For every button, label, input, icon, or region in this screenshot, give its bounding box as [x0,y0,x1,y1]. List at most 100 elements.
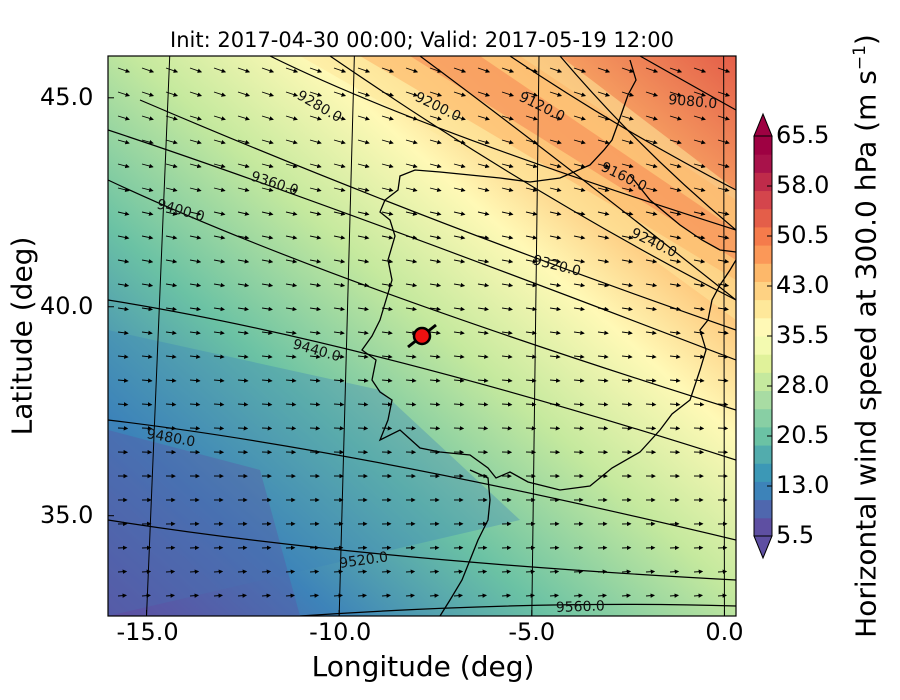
wind-vector [165,593,176,598]
wind-vector [453,593,464,598]
wind-vector [621,187,634,192]
wind-vector [501,259,514,264]
wind-vector [333,235,346,240]
wind-vector [645,259,658,264]
wind-vector [573,354,585,359]
wind-vector [333,259,346,264]
wind-vector [165,282,178,288]
wind-vector [261,354,273,359]
wind-vector [429,402,441,407]
wind-vector [645,235,658,240]
wind-vector [717,569,728,574]
wind-vector [117,91,130,97]
wind-vector [501,187,514,192]
wind-vector [285,306,297,312]
wind-vector [189,91,202,97]
wind-vector [597,330,609,336]
wind-vector [189,306,201,312]
wind-vector [261,378,273,383]
wind-vector [333,593,344,598]
wind-vector [285,235,298,240]
wind-vector [117,402,129,407]
wind-vector [645,91,658,97]
wind-vector [549,354,561,359]
wind-vector [381,235,394,240]
wind-vector [477,306,489,312]
wind-vector [501,402,513,407]
x-tick-label: -10.0 [309,618,372,646]
height-contour [108,129,736,361]
wind-vector [573,91,586,97]
height-contour [299,603,736,616]
height-contour [639,56,736,111]
wind-vector [645,378,657,383]
wind-vector [693,306,705,312]
wind-vector [213,67,227,73]
wind-vector [621,306,633,312]
colorbar-tick-label: 43.0 [776,271,830,299]
wind-vector [285,91,298,97]
height-contour [139,99,736,331]
wind-vector [141,402,153,407]
wind-vector [141,354,153,359]
wind-vector [429,306,441,312]
wind-vector [237,378,249,383]
wind-vector [405,402,417,407]
wind-vector [189,378,201,383]
wind-vector [357,569,368,574]
wind-vector [429,282,442,288]
wind-vector [597,139,610,145]
wind-vector [501,306,513,312]
wind-vector [549,330,561,336]
wind-vector [285,330,297,336]
colorbar-segment [754,517,772,537]
wind-vector [213,163,226,169]
wind-vector [621,139,634,145]
wind-vector [669,115,682,121]
wind-vector [117,259,130,264]
wind-vector [165,115,178,121]
wind-vector [501,211,514,216]
north-africa-coastline [439,469,491,616]
wind-vector [645,593,656,598]
x-tick-label: -15.0 [116,618,179,646]
wind-vector [117,378,129,383]
colorbar-segment [754,317,772,337]
wind-vector [693,593,704,598]
wind-vector [381,163,394,169]
wind-vector [597,91,610,97]
colorbar-segment [754,172,772,192]
x-tick-label: -5.0 [508,618,556,646]
wind-vector [693,259,706,264]
wind-vector [261,593,272,598]
wind-vector [549,115,562,121]
wind-vector [141,593,152,598]
wind-vector [237,259,250,264]
wind-vector [621,282,634,288]
wind-vector [285,378,297,383]
wind-vector [453,354,465,359]
wind-vector [525,306,537,312]
wind-vector [429,115,442,121]
wind-vector [525,354,537,359]
wind-vector [645,211,658,216]
colorbar-segment [754,336,772,355]
wind-vector [621,163,634,169]
wind-vector [621,115,634,121]
wind-vector [573,235,586,240]
wind-vector [573,115,586,121]
wind-vector [357,91,370,97]
wind-vector [237,593,248,598]
height-contour [108,419,736,541]
wind-vector [573,402,585,407]
wind-vector [453,330,465,336]
wind-vector [669,259,682,264]
wind-vector [669,67,683,73]
wind-vector [597,402,609,407]
wind-vector [309,211,322,216]
wind-vector [405,187,418,192]
wind-vector [621,235,634,240]
wind-vector [477,569,488,574]
wind-vector [381,187,394,192]
wind-vector [669,354,681,359]
